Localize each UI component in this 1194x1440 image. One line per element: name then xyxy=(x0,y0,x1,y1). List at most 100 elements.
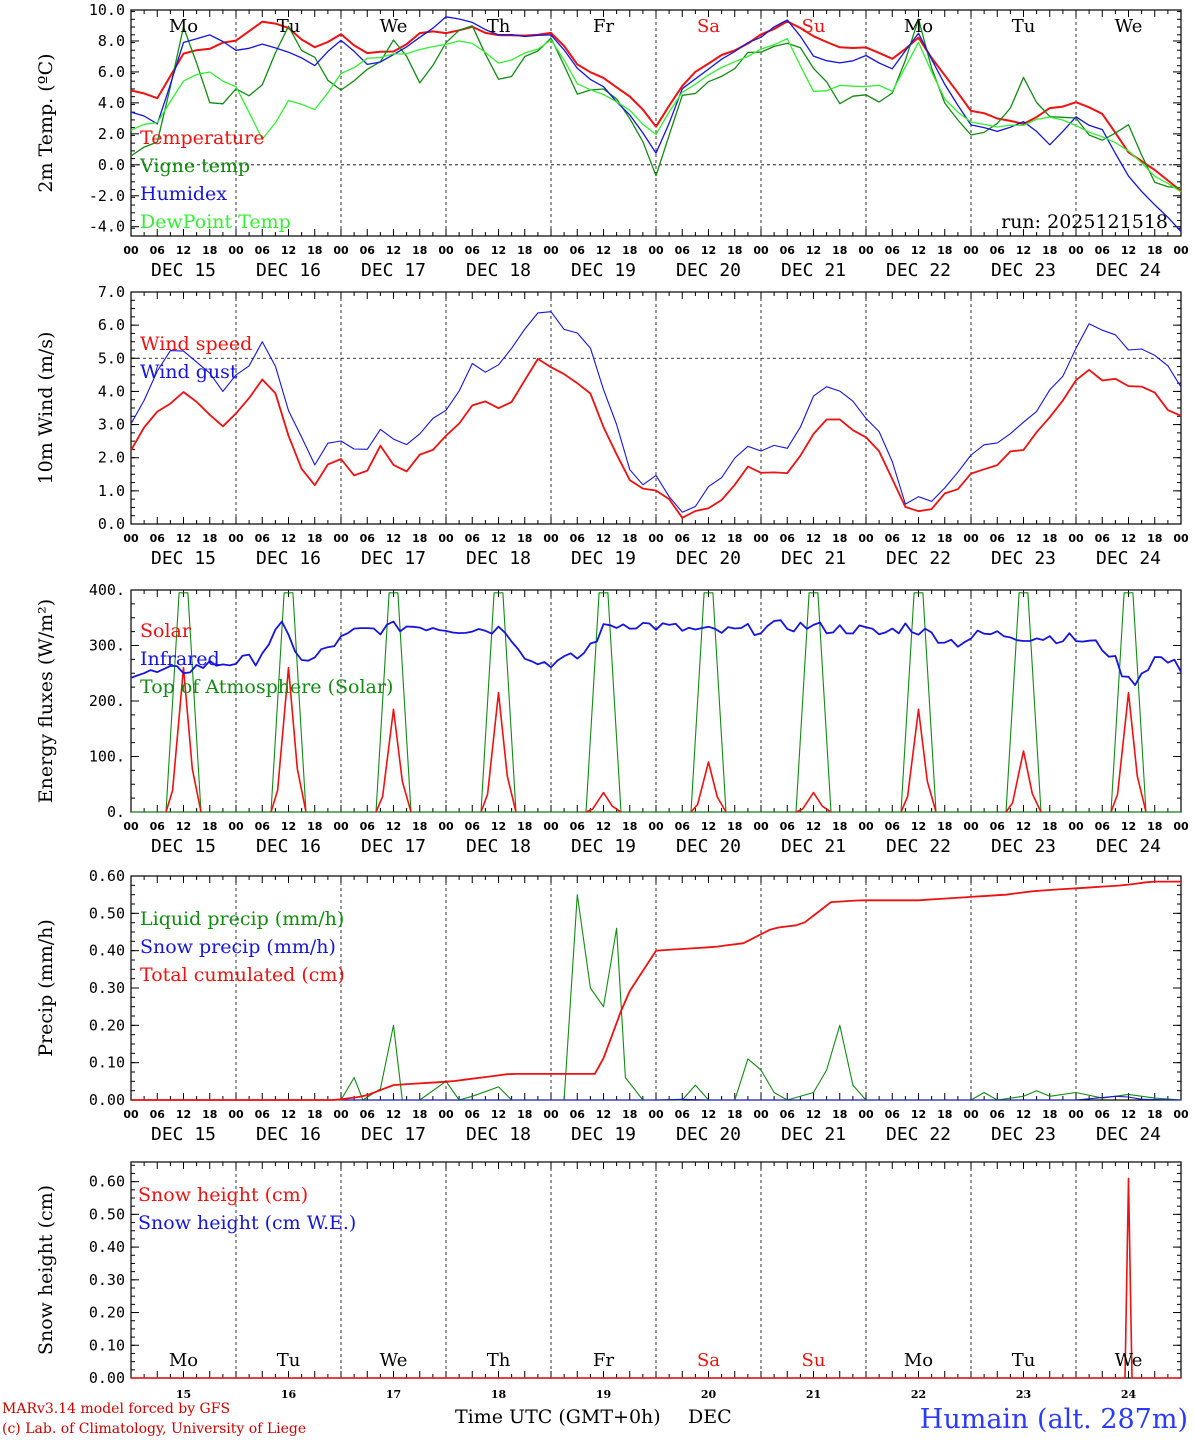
hour-label: 00 xyxy=(333,820,349,833)
y-tick-label: 300. xyxy=(89,637,125,655)
weekday-label: We xyxy=(1115,1350,1143,1371)
y-tick-label: 0.50 xyxy=(89,904,125,922)
hour-label: 06 xyxy=(360,820,376,833)
hour-label: 12 xyxy=(386,244,401,257)
date-label: DEC 18 xyxy=(466,1124,531,1145)
hour-label: 18 xyxy=(1042,1108,1057,1121)
hour-label: 12 xyxy=(911,1108,926,1121)
hour-label: 06 xyxy=(780,244,796,257)
hour-label: 12 xyxy=(281,532,296,545)
hour-label: 12 xyxy=(281,820,296,833)
hour-label: 06 xyxy=(885,532,901,545)
date-label: DEC 20 xyxy=(676,1124,741,1145)
hour-label: 00 xyxy=(333,532,349,545)
hour-label: 18 xyxy=(517,244,532,257)
hour-label: 00 xyxy=(753,1108,769,1121)
y-tick-label: 0.60 xyxy=(89,867,125,885)
series-vigne-temp xyxy=(130,18,1182,189)
hour-label: 06 xyxy=(255,820,271,833)
day-number: 20 xyxy=(701,1388,717,1401)
x-axis-labels: 00 06 12 18 DEC 15 00 06 12 18 DEC 16 00 06 12 18 DEC … xyxy=(123,532,1189,569)
hour-label: 00 xyxy=(648,532,664,545)
date-label: DEC 16 xyxy=(256,1124,321,1145)
y-tick-label: 400. xyxy=(89,581,125,599)
hour-label: 00 xyxy=(543,820,559,833)
hour-label: 18 xyxy=(307,244,322,257)
y-tick-label: 0.40 xyxy=(89,942,125,960)
footer-lab-credit: (c) Lab. of Climatology, University of L… xyxy=(2,1421,306,1437)
hour-label: 12 xyxy=(491,820,506,833)
hour-label: 06 xyxy=(360,244,376,257)
hour-label: 06 xyxy=(255,1108,271,1121)
y-tick-label: 6.0 xyxy=(98,63,125,81)
date-label: DEC 20 xyxy=(676,836,741,857)
hour-label: 18 xyxy=(1147,244,1162,257)
date-label: DEC 19 xyxy=(571,1124,636,1145)
hour-label: 18 xyxy=(937,820,952,833)
y-tick-label: 0.30 xyxy=(89,979,125,997)
hour-label: 12 xyxy=(491,244,506,257)
hour-label: 12 xyxy=(911,244,926,257)
legend-dewpoint-temp: DewPoint Temp xyxy=(140,211,291,233)
hour-label: 12 xyxy=(281,244,296,257)
series-solar xyxy=(585,791,622,813)
hour-label: 00 xyxy=(228,1108,244,1121)
hour-label: 00 xyxy=(1068,1108,1084,1121)
hour-label: 00 xyxy=(1173,1108,1189,1121)
hour-label: 06 xyxy=(780,1108,796,1121)
hour-label: 18 xyxy=(937,532,952,545)
date-label: DEC 18 xyxy=(466,836,531,857)
y-tick-label: 6.0 xyxy=(98,316,125,334)
hour-label: 18 xyxy=(727,532,742,545)
legend-wind-speed: Wind speed xyxy=(140,333,252,355)
hour-label: 18 xyxy=(1042,820,1057,833)
hour-label: 18 xyxy=(307,1108,322,1121)
hour-label: 18 xyxy=(622,244,637,257)
weekday-label: Tu xyxy=(1012,1350,1036,1371)
day-number: 18 xyxy=(491,1388,507,1401)
hour-label: 12 xyxy=(491,532,506,545)
legend-vigne-temp: Vigne temp xyxy=(139,155,250,177)
date-label: DEC 15 xyxy=(151,836,216,857)
hour-label: 06 xyxy=(1095,1108,1111,1121)
hour-label: 12 xyxy=(701,1108,716,1121)
y-tick-label: 1.0 xyxy=(98,482,125,500)
hour-label: 06 xyxy=(465,1108,481,1121)
series-dewpoint-temp xyxy=(130,38,1182,193)
series-snow-precip xyxy=(131,1095,1182,1101)
y-tick-label: 0.30 xyxy=(89,1271,125,1289)
hour-label: 18 xyxy=(517,532,532,545)
hour-label: 12 xyxy=(176,820,191,833)
weekday-label: Su xyxy=(802,1350,826,1371)
legend-snow-height-cm: Snow height (cm) xyxy=(138,1184,308,1206)
legend-top-of-atmosphere-solar: Top of Atmosphere (Solar) xyxy=(140,676,393,698)
hour-label: 18 xyxy=(727,244,742,257)
hour-label: 12 xyxy=(911,820,926,833)
hour-label: 00 xyxy=(648,820,664,833)
x-axis-labels: 00 06 12 18 DEC 15 00 06 12 18 DEC 16 00 06 12 18 DEC … xyxy=(123,820,1189,857)
y-tick-label: 0.00 xyxy=(89,1091,125,1109)
day-number: 22 xyxy=(911,1388,926,1401)
weekday-label: Sa xyxy=(697,16,720,37)
station-name: Humain (alt. 287m) xyxy=(920,1404,1188,1435)
legend-liquid-precip-mm-h: Liquid precip (mm/h) xyxy=(140,908,344,930)
date-label: DEC 22 xyxy=(886,260,951,281)
hour-label: 06 xyxy=(1095,820,1111,833)
hour-label: 00 xyxy=(1173,532,1189,545)
legend-total-cumulated-cm: Total cumulated (cm) xyxy=(140,964,345,986)
series-infrared xyxy=(130,619,1182,686)
hour-label: 06 xyxy=(150,244,166,257)
hour-label: 18 xyxy=(412,820,427,833)
date-label: DEC 22 xyxy=(886,1124,951,1145)
hour-label: 12 xyxy=(1121,244,1136,257)
weekday-label: Mo xyxy=(904,16,933,37)
date-label: DEC 21 xyxy=(781,1124,846,1145)
hour-label: 00 xyxy=(1173,820,1189,833)
y-tick-label: 0.40 xyxy=(89,1238,125,1256)
legend-snow-height-cm-w-e: Snow height (cm W.E.) xyxy=(138,1212,356,1234)
hour-label: 06 xyxy=(465,820,481,833)
hour-label: 00 xyxy=(333,1108,349,1121)
series-toa-solar xyxy=(1102,592,1155,813)
y-tick-label: 4.0 xyxy=(98,94,125,112)
series-solar xyxy=(690,761,727,813)
